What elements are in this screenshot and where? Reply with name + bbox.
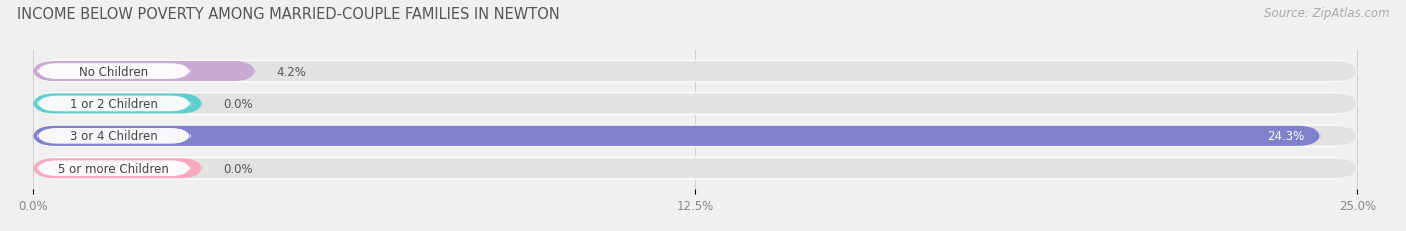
FancyBboxPatch shape xyxy=(32,126,1357,146)
Text: INCOME BELOW POVERTY AMONG MARRIED-COUPLE FAMILIES IN NEWTON: INCOME BELOW POVERTY AMONG MARRIED-COUPL… xyxy=(17,7,560,22)
FancyBboxPatch shape xyxy=(37,64,191,79)
Text: 5 or more Children: 5 or more Children xyxy=(59,162,169,175)
FancyBboxPatch shape xyxy=(32,94,1357,114)
FancyBboxPatch shape xyxy=(32,62,1357,82)
FancyBboxPatch shape xyxy=(32,158,202,179)
FancyBboxPatch shape xyxy=(32,158,1357,179)
Text: No Children: No Children xyxy=(79,65,149,78)
FancyBboxPatch shape xyxy=(32,61,1357,83)
FancyBboxPatch shape xyxy=(32,157,1357,180)
Text: 0.0%: 0.0% xyxy=(224,162,253,175)
FancyBboxPatch shape xyxy=(32,125,1357,148)
Text: 4.2%: 4.2% xyxy=(277,65,307,78)
Text: 1 or 2 Children: 1 or 2 Children xyxy=(70,97,157,110)
FancyBboxPatch shape xyxy=(37,161,191,176)
FancyBboxPatch shape xyxy=(32,94,202,114)
FancyBboxPatch shape xyxy=(32,126,1320,146)
FancyBboxPatch shape xyxy=(32,93,1357,115)
Text: 0.0%: 0.0% xyxy=(224,97,253,110)
Text: 24.3%: 24.3% xyxy=(1267,130,1305,143)
Text: 3 or 4 Children: 3 or 4 Children xyxy=(70,130,157,143)
FancyBboxPatch shape xyxy=(37,128,191,144)
FancyBboxPatch shape xyxy=(32,62,256,82)
Text: Source: ZipAtlas.com: Source: ZipAtlas.com xyxy=(1264,7,1389,20)
FancyBboxPatch shape xyxy=(37,96,191,112)
